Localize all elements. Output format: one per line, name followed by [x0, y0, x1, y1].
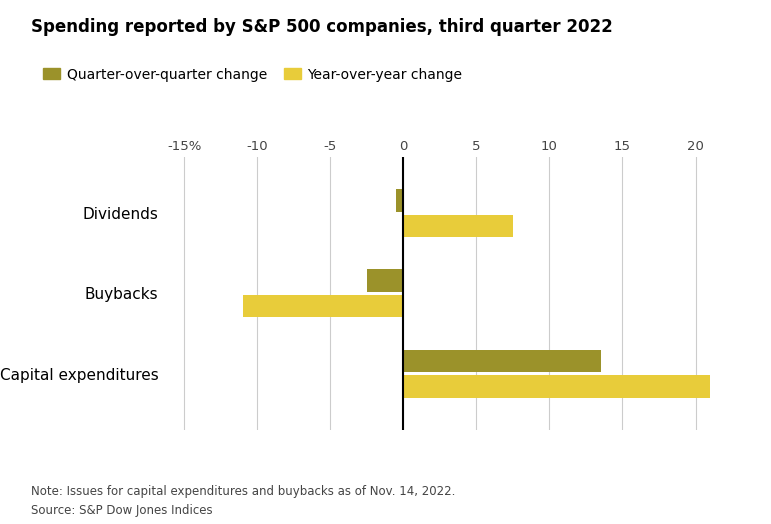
Bar: [243, 295, 403, 318]
Legend: Quarter-over-quarter change, Year-over-year change: Quarter-over-quarter change, Year-over-y…: [38, 62, 468, 87]
Bar: [367, 269, 403, 292]
Bar: [396, 189, 403, 212]
Bar: [403, 350, 601, 372]
Bar: [403, 375, 710, 398]
Text: Spending reported by S&P 500 companies, third quarter 2022: Spending reported by S&P 500 companies, …: [31, 18, 613, 36]
Text: Note: Issues for capital expenditures and buybacks as of Nov. 14, 2022.: Note: Issues for capital expenditures an…: [31, 485, 455, 498]
Text: Source: S&P Dow Jones Indices: Source: S&P Dow Jones Indices: [31, 504, 213, 517]
Bar: [403, 215, 513, 237]
